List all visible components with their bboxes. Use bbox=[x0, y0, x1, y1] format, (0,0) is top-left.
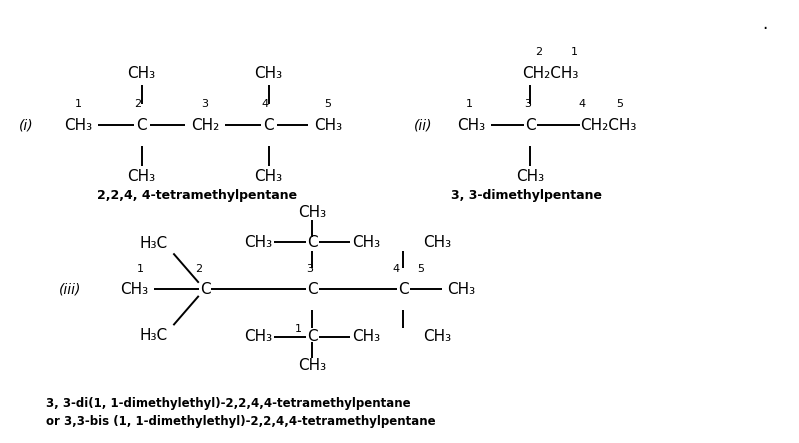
Text: CH₃: CH₃ bbox=[298, 358, 326, 373]
Text: CH₃: CH₃ bbox=[314, 118, 342, 133]
Text: 3, 3-di(1, 1-dimethylethyl)-2,2,4,4-tetramethylpentane: 3, 3-di(1, 1-dimethylethyl)-2,2,4,4-tetr… bbox=[46, 396, 411, 409]
Text: CH₃: CH₃ bbox=[298, 205, 326, 220]
Text: CH₃: CH₃ bbox=[352, 329, 380, 344]
Text: 2,2,4, 4-tetramethylpentane: 2,2,4, 4-tetramethylpentane bbox=[97, 189, 297, 202]
Text: CH₃: CH₃ bbox=[447, 282, 475, 297]
Text: 1: 1 bbox=[466, 99, 473, 109]
Text: CH₃: CH₃ bbox=[64, 118, 92, 133]
Text: C: C bbox=[137, 118, 147, 133]
Text: 2: 2 bbox=[195, 264, 202, 274]
Text: 3: 3 bbox=[201, 99, 209, 109]
Text: 4: 4 bbox=[578, 99, 586, 109]
Text: 1: 1 bbox=[137, 264, 144, 274]
Text: CH₃: CH₃ bbox=[244, 329, 272, 344]
Text: C: C bbox=[307, 282, 317, 297]
Text: 3, 3-dimethylpentane: 3, 3-dimethylpentane bbox=[451, 189, 602, 202]
Text: C: C bbox=[398, 282, 409, 297]
Text: C: C bbox=[263, 118, 274, 133]
Text: 2: 2 bbox=[535, 47, 542, 57]
Text: C: C bbox=[525, 118, 536, 133]
Text: CH₃: CH₃ bbox=[120, 282, 148, 297]
Text: 4: 4 bbox=[392, 264, 399, 274]
Text: CH₃: CH₃ bbox=[128, 66, 156, 81]
Text: 4: 4 bbox=[261, 99, 268, 109]
Text: CH₃: CH₃ bbox=[244, 234, 272, 249]
Text: 1: 1 bbox=[295, 324, 301, 334]
Text: 3: 3 bbox=[524, 99, 531, 109]
Text: 5: 5 bbox=[417, 264, 424, 274]
Text: CH₃: CH₃ bbox=[457, 118, 485, 133]
Text: 3: 3 bbox=[306, 264, 313, 274]
Text: CH₂CH₃: CH₂CH₃ bbox=[522, 66, 578, 81]
Text: (i): (i) bbox=[19, 118, 34, 132]
Text: CH₃: CH₃ bbox=[255, 169, 283, 184]
Text: CH₃: CH₃ bbox=[516, 169, 544, 184]
Text: CH₂: CH₂ bbox=[191, 118, 219, 133]
Text: CH₃: CH₃ bbox=[423, 329, 451, 344]
Text: 5: 5 bbox=[616, 99, 622, 109]
Text: (iii): (iii) bbox=[59, 282, 81, 296]
Text: (ii): (ii) bbox=[414, 118, 432, 132]
Text: CH₃: CH₃ bbox=[128, 169, 156, 184]
Text: 1: 1 bbox=[570, 47, 578, 57]
Text: ·: · bbox=[762, 20, 767, 38]
Text: C: C bbox=[307, 329, 317, 344]
Text: C: C bbox=[307, 234, 317, 249]
Text: CH₃: CH₃ bbox=[255, 66, 283, 81]
Text: C: C bbox=[200, 282, 210, 297]
Text: H₃C: H₃C bbox=[140, 236, 168, 251]
Text: or 3,3-bis (1, 1-dimethylethyl)-2,2,4,4-tetramethylpentane: or 3,3-bis (1, 1-dimethylethyl)-2,2,4,4-… bbox=[46, 416, 436, 428]
Text: CH₃: CH₃ bbox=[352, 234, 380, 249]
Text: CH₃: CH₃ bbox=[423, 234, 451, 249]
Text: 2: 2 bbox=[134, 99, 141, 109]
Text: CH₂CH₃: CH₂CH₃ bbox=[580, 118, 636, 133]
Text: H₃C: H₃C bbox=[140, 328, 168, 343]
Text: 1: 1 bbox=[74, 99, 81, 109]
Text: 5: 5 bbox=[324, 99, 332, 109]
